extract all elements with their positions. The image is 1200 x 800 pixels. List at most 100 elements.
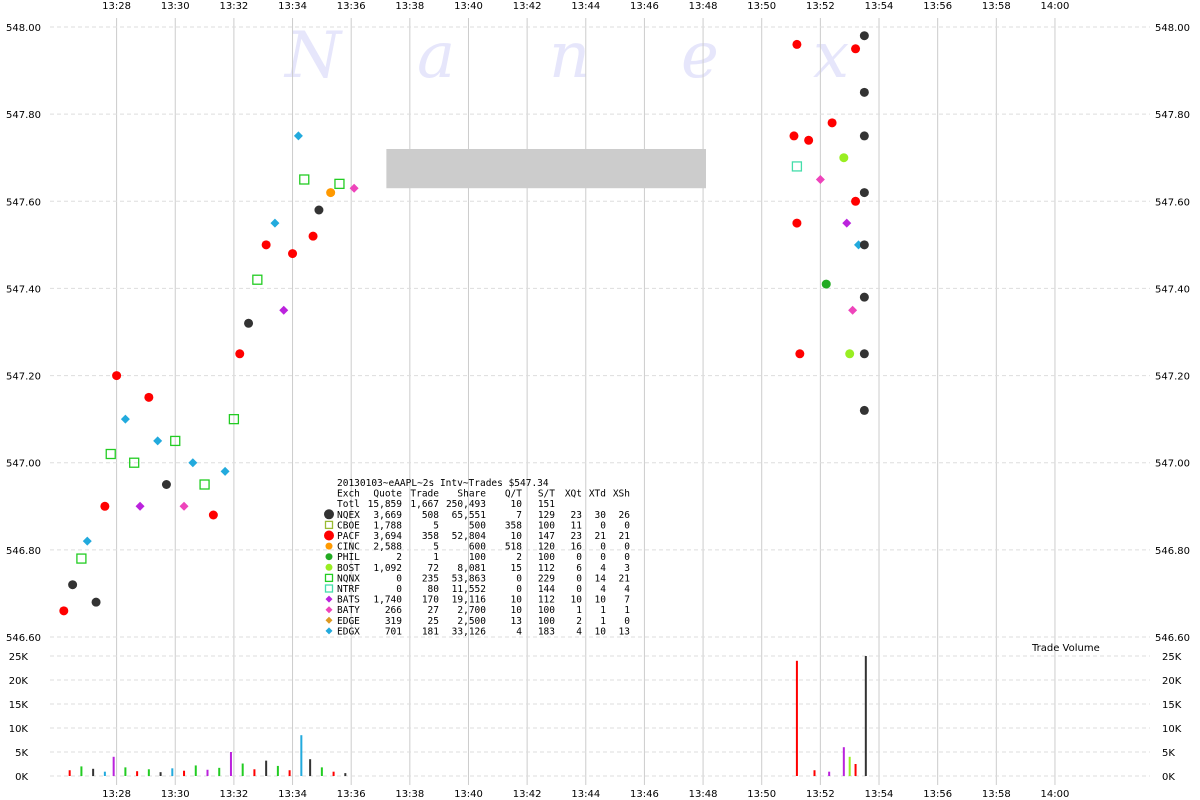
legend-cell: 65,551 xyxy=(452,510,487,521)
y-tick-label: 547.80 xyxy=(6,110,41,121)
price-point xyxy=(795,349,805,359)
legend-cell: 72 xyxy=(428,563,439,574)
x-tick-label: 13:28 xyxy=(102,1,131,12)
volume-bar xyxy=(253,769,256,776)
legend-cell: 2 xyxy=(516,552,522,563)
x-tick-label: 13:52 xyxy=(806,1,835,12)
legend-cell: 1 xyxy=(576,605,582,616)
vol-tick-label: 20K xyxy=(9,676,29,687)
vol-tick-label: 25K xyxy=(1162,652,1182,663)
x-tick-label: 13:30 xyxy=(161,1,190,12)
price-point xyxy=(293,131,303,141)
legend-cell: 26 xyxy=(619,510,631,521)
price-point xyxy=(68,580,78,590)
price-point xyxy=(334,178,345,190)
volume-bar xyxy=(147,769,150,776)
legend-header: XQt xyxy=(565,489,582,500)
legend-cell: EDGE xyxy=(337,616,360,627)
x-tick-label: 13:30 xyxy=(161,789,190,800)
legend-cell: 13 xyxy=(619,626,630,637)
price-point xyxy=(129,457,140,468)
legend-cell: BATS xyxy=(337,595,360,606)
price-point xyxy=(244,318,254,328)
legend-cell: 358 xyxy=(505,520,522,531)
legend-cell: BOST xyxy=(337,563,360,574)
price-point xyxy=(859,31,869,41)
legend-cell: 0 xyxy=(600,552,606,563)
volume-label: Trade Volume xyxy=(1031,643,1100,654)
x-tick-label: 13:32 xyxy=(219,1,248,12)
legend-cell: 1,740 xyxy=(373,595,402,606)
vol-tick-label: 0K xyxy=(15,772,28,783)
x-tick-label: 14:00 xyxy=(1041,1,1070,12)
legend-cell: 183 xyxy=(538,626,555,637)
volume-bar xyxy=(848,756,851,776)
legend-cell: 0 xyxy=(624,542,630,553)
price-point xyxy=(851,196,861,206)
legend-header: Share xyxy=(457,489,486,500)
volume-bar xyxy=(229,752,232,776)
y-tick-label: 547.00 xyxy=(1155,459,1190,470)
legend-cell: 21 xyxy=(595,531,607,542)
price-point xyxy=(170,435,181,447)
x-tick-label: 13:42 xyxy=(513,1,542,12)
legend-cell: 5 xyxy=(433,542,439,553)
price-point xyxy=(842,218,852,228)
legend-cell: 1 xyxy=(600,616,606,627)
volume-bar xyxy=(68,770,71,776)
price-point xyxy=(792,218,802,228)
legend-cell: 1,092 xyxy=(373,563,402,574)
volume-bar xyxy=(864,656,867,776)
vol-tick-label: 5K xyxy=(15,748,28,759)
x-tick-label: 13:48 xyxy=(689,1,718,12)
y-tick-label: 547.80 xyxy=(1155,110,1190,121)
price-point xyxy=(859,292,869,302)
legend-cell: 112 xyxy=(538,595,555,606)
x-tick-label: 13:44 xyxy=(571,789,600,800)
legend-cell: 2,500 xyxy=(457,616,486,627)
legend-cell: 0 xyxy=(396,573,402,584)
legend-cell: 1 xyxy=(624,605,630,616)
legend-cell: 4 xyxy=(624,584,630,595)
x-tick-label: 13:46 xyxy=(630,789,659,800)
legend-cell: 5 xyxy=(433,520,439,531)
volume-bar xyxy=(795,660,798,776)
y-tick-label: 546.80 xyxy=(6,546,41,557)
x-tick-label: 13:58 xyxy=(982,789,1011,800)
volume-bar xyxy=(92,768,95,776)
legend-cell: 0 xyxy=(576,584,582,595)
legend-cell: 7 xyxy=(624,595,630,606)
volume-bar xyxy=(183,770,186,776)
legend-cell: 3 xyxy=(624,563,630,574)
legend-cell: 27 xyxy=(428,605,439,616)
legend-cell: 16 xyxy=(571,542,583,553)
volume-bar xyxy=(276,765,279,776)
x-tick-label: 13:36 xyxy=(337,789,366,800)
shaded-bands xyxy=(386,149,707,189)
legend-cell: 147 xyxy=(538,531,555,542)
x-tick-label: 13:32 xyxy=(219,789,248,800)
legend-header: S/T xyxy=(538,489,555,500)
legend-header: Exch xyxy=(337,489,360,500)
legend-cell: 4 xyxy=(576,626,582,637)
legend-cell: 508 xyxy=(422,510,439,521)
x-tick-label: 13:48 xyxy=(689,789,718,800)
legend-cell: Totl xyxy=(337,499,360,510)
legend-cell: 2,700 xyxy=(457,605,486,616)
legend-cell: 1 xyxy=(433,552,439,563)
x-tick-label: 13:44 xyxy=(571,1,600,12)
legend-cell: 1 xyxy=(600,605,606,616)
legend-cell: 229 xyxy=(538,573,555,584)
volume-bar xyxy=(80,766,83,776)
volume-bar xyxy=(854,764,857,776)
legend-cell: 10 xyxy=(511,499,523,510)
legend-cell: 4 xyxy=(516,626,522,637)
x-tick-label: 13:34 xyxy=(278,789,307,800)
legend-marker xyxy=(324,573,334,583)
y-tick-label: 547.60 xyxy=(1155,197,1190,208)
y-tick-label: 546.80 xyxy=(1155,546,1190,557)
legend-marker xyxy=(324,520,334,530)
price-point xyxy=(188,458,198,468)
